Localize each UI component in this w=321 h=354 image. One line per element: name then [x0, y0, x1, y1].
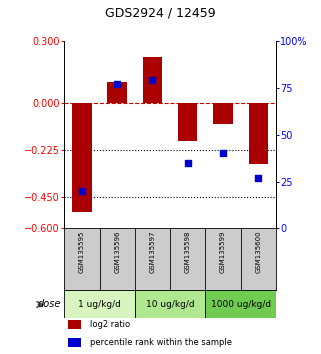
Text: GSM135600: GSM135600 [256, 230, 261, 273]
Point [221, 150, 226, 156]
Bar [249, 103, 268, 164]
Text: dose: dose [38, 299, 61, 309]
Text: GDS2924 / 12459: GDS2924 / 12459 [105, 6, 216, 19]
Text: GSM135598: GSM135598 [185, 230, 191, 273]
Text: 1 ug/kg/d: 1 ug/kg/d [78, 300, 121, 309]
Bar [213, 103, 233, 124]
Point [150, 77, 155, 83]
Bar [108, 82, 127, 103]
Text: 10 ug/kg/d: 10 ug/kg/d [146, 300, 195, 309]
Bar [135, 291, 205, 319]
Point [115, 81, 120, 87]
Bar [68, 320, 81, 329]
Text: GSM135599: GSM135599 [220, 230, 226, 273]
Text: 1000 ug/kg/d: 1000 ug/kg/d [211, 300, 271, 309]
Text: GSM135595: GSM135595 [79, 230, 85, 273]
Bar [178, 103, 197, 141]
Bar [64, 291, 135, 319]
Text: log2 ratio: log2 ratio [90, 320, 130, 329]
Bar [68, 338, 81, 347]
Bar [205, 291, 276, 319]
Text: GSM135596: GSM135596 [114, 230, 120, 273]
Bar [143, 57, 162, 103]
Bar [72, 103, 91, 212]
Point [79, 188, 84, 194]
Text: GSM135597: GSM135597 [150, 230, 155, 273]
Point [185, 160, 190, 166]
Text: percentile rank within the sample: percentile rank within the sample [90, 338, 232, 347]
Point [256, 175, 261, 181]
